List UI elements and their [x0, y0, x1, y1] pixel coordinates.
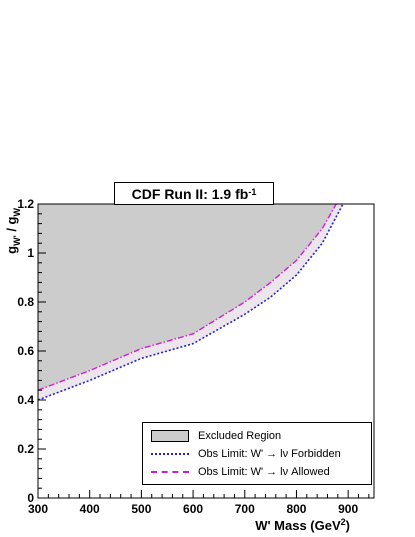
- chart-title-superscript: -1: [248, 186, 257, 197]
- x-tick-label: 400: [80, 502, 100, 516]
- x-tick-label: 500: [131, 502, 151, 516]
- y-tick-label: 0.4: [17, 393, 34, 407]
- legend-label-allowed: Obs Limit: W' → lν Allowed: [198, 466, 330, 478]
- legend-entry-forbidden: Obs Limit: W' → lν Forbidden: [151, 446, 341, 462]
- legend-entry-allowed: Obs Limit: W' → lν Allowed: [151, 464, 330, 480]
- legend-fill-swatch: [151, 429, 189, 443]
- x-tick-label: 900: [338, 502, 358, 516]
- chart-title: CDF Run II: 1.9 fb -1: [114, 182, 274, 205]
- x-axis-label: W' Mass (GeV2): [255, 517, 350, 533]
- y-tick-label: 0.8: [17, 295, 34, 309]
- x-tick-label: 800: [286, 502, 306, 516]
- legend: Excluded Region Obs Limit: W' → lν Forbi…: [142, 422, 372, 485]
- legend-entry-excluded: Excluded Region: [151, 428, 281, 444]
- uncertainty-band: [38, 204, 343, 400]
- y-axis-label: gW' / gW: [4, 208, 22, 254]
- x-tick-label: 600: [183, 502, 203, 516]
- x-tick-label: 700: [235, 502, 255, 516]
- legend-label-excluded: Excluded Region: [198, 430, 282, 442]
- obs-limit-forbidden-line: [37, 203, 344, 401]
- legend-line-swatch-forbidden: [151, 447, 189, 461]
- x-tick-label: 300: [28, 502, 48, 516]
- legend-label-forbidden: Obs Limit: W' → lν Forbidden: [198, 448, 341, 460]
- chart-title-text: CDF Run II: 1.9 fb: [131, 185, 249, 202]
- obs-limit-allowed-line: [37, 203, 337, 391]
- y-tick-label: 0.6: [17, 344, 34, 358]
- legend-line-swatch-allowed: [151, 465, 189, 479]
- excluded-region-area: [38, 204, 337, 391]
- y-tick-label: 0.2: [17, 442, 34, 456]
- y-tick-label: 1.2: [17, 197, 34, 211]
- y-tick-label: 0: [27, 491, 34, 505]
- y-tick-label: 1: [27, 246, 34, 260]
